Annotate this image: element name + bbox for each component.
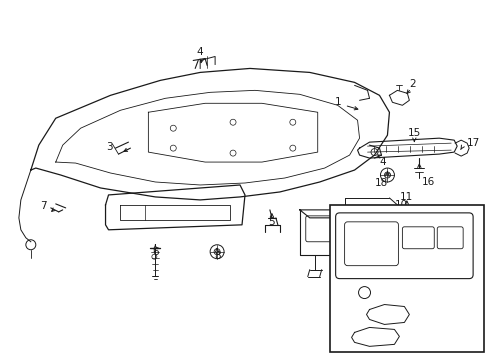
Text: 14: 14 [460,300,473,310]
Text: 17: 17 [466,138,479,148]
Text: 6: 6 [152,247,158,257]
Text: 9: 9 [344,267,350,276]
Text: 18: 18 [374,178,387,188]
Text: 13: 13 [460,324,473,334]
Text: 4: 4 [378,157,385,167]
Text: 12: 12 [460,278,473,288]
Bar [329,205,483,352]
Text: 3: 3 [106,142,112,152]
Text: 15: 15 [407,128,420,138]
Text: 11: 11 [399,192,413,202]
Text: 4: 4 [197,48,203,58]
Text: 2: 2 [408,79,415,89]
Text: H0: H0 [383,172,390,177]
Text: 8: 8 [213,251,220,261]
Text: 10: 10 [394,200,407,210]
Text: 5: 5 [268,217,275,227]
Text: 7: 7 [40,201,47,211]
Text: 1: 1 [334,97,340,107]
Text: 16: 16 [421,177,434,187]
